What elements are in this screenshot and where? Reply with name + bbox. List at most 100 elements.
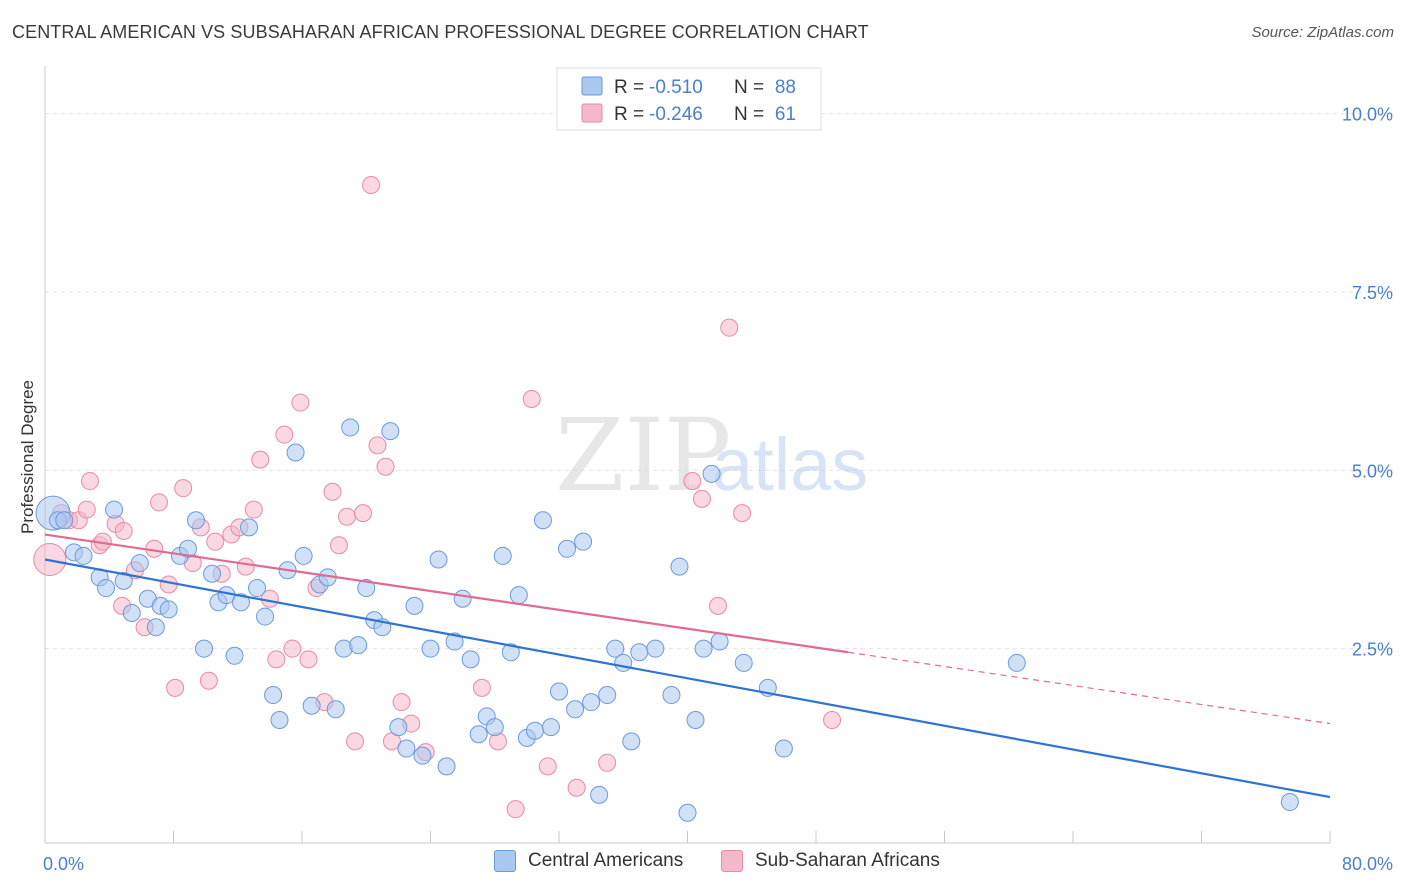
data-point-sub-saharan-africans [150,493,169,512]
data-point-sub-saharan-africans [392,693,411,712]
data-point-central-americans [702,464,721,483]
bottom-legend: Central Americans Sub-Saharan Africans [0,850,1406,880]
data-point-central-americans [582,693,601,712]
legend-swatch-blue [581,76,603,96]
data-point-central-americans [294,546,313,565]
data-point-central-americans [509,586,528,605]
data-point-central-americans [445,632,464,651]
data-point-central-americans [178,539,197,558]
data-point-sub-saharan-africans [337,507,356,526]
data-point-central-americans [357,579,376,598]
data-point-sub-saharan-africans [354,504,373,523]
data-point-sub-saharan-africans [823,711,842,729]
data-point-sub-saharan-africans [376,457,395,476]
legend-item-sub-saharan-africans[interactable]: Sub-Saharan Africans [721,850,940,872]
data-point-central-americans [421,639,440,658]
data-point-central-americans [195,639,214,658]
data-point-sub-saharan-africans [251,450,270,469]
data-point-sub-saharan-africans [166,678,185,697]
data-point-central-americans [130,554,149,573]
data-point-central-americans [105,500,124,519]
data-point-central-americans [606,639,625,658]
data-point-sub-saharan-africans [114,521,133,540]
data-point-central-americans [231,593,250,612]
data-point-sub-saharan-africans [522,390,541,408]
data-point-sub-saharan-africans [206,532,225,551]
data-point-central-americans [493,546,512,565]
data-point-central-americans [302,696,321,715]
data-point-sub-saharan-africans [506,800,525,819]
data-point-central-americans [55,511,74,530]
data-point-central-americans [630,643,649,662]
legend-swatch-pink [581,103,603,123]
watermark-atlas: atlas [712,423,868,506]
data-point-central-americans [437,757,456,776]
data-point-central-americans [186,511,205,530]
data-point-central-americans [614,653,633,672]
data-point-sub-saharan-africans [174,479,193,498]
data-point-central-americans [774,739,793,758]
y-tick-label: 5.0% [1352,461,1393,481]
data-point-central-americans [159,600,178,619]
data-point-central-americans [326,700,345,719]
legend-box: R = -0.510 N = 88 R = -0.246 N = 61 [556,67,822,131]
data-point-sub-saharan-africans [368,436,387,455]
y-axis-label: Professional Degree [18,380,37,534]
data-point-central-americans [574,532,593,551]
data-point-central-americans [1280,793,1299,812]
data-point-central-americans [566,700,585,719]
data-point-sub-saharan-africans [291,393,310,412]
data-point-central-americans [598,686,617,705]
data-point-sub-saharan-africans [346,732,365,751]
data-point-central-americans [485,718,504,737]
data-point-sub-saharan-africans [733,504,752,523]
data-point-sub-saharan-africans [598,753,617,772]
data-point-central-americans [670,557,689,576]
data-point-central-americans [397,739,416,758]
legend-r-value: -0.246 [649,104,703,125]
data-point-central-americans [710,632,729,651]
data-point-central-americans [469,725,488,744]
data-point-central-americans [74,546,93,565]
data-point-sub-saharan-africans [244,500,263,519]
legend-item-central-americans[interactable]: Central Americans [494,850,683,872]
data-point-sub-saharan-africans [77,500,96,519]
data-point-central-americans [694,639,713,658]
data-point-sub-saharan-africans [199,671,218,690]
chart-title: CENTRAL AMERICAN VS SUBSAHARAN AFRICAN P… [12,22,869,42]
data-point-central-americans [413,746,432,765]
data-point-central-americans [533,511,552,530]
legend-label: Sub-Saharan Africans [755,850,940,871]
data-point-central-americans [541,718,560,737]
data-point-central-americans [590,785,609,804]
axes [44,66,1331,844]
data-point-central-americans [525,721,544,740]
series-central-americans [35,418,1299,822]
data-point-sub-saharan-africans [692,489,711,508]
legend-n-label: N = [734,77,764,98]
data-point-central-americans [203,564,222,583]
data-point-central-americans [146,618,165,637]
data-point-central-americans [341,418,360,437]
data-point-central-americans [550,682,568,701]
legend-r-value: -0.510 [649,77,703,98]
data-point-sub-saharan-africans [362,176,381,194]
watermark: ZIP atlas [555,397,868,514]
legend-r-label: R = [614,104,644,125]
trend-line-sub-saharan-africans [44,533,849,654]
data-point-sub-saharan-africans [472,678,491,697]
y-tick-label: 7.5% [1352,283,1393,303]
data-point-central-americans [662,686,681,705]
data-point-central-americans [622,732,641,751]
source-credit: Source: ZipAtlas.com [1251,24,1394,41]
data-point-sub-saharan-africans [275,425,294,444]
data-point-central-americans [405,596,424,615]
trend-lines [44,533,1331,799]
x-tick-label: 80.0% [1342,854,1393,874]
y-tick-label: 2.5% [1352,640,1393,660]
data-point-sub-saharan-africans [538,757,557,776]
legend-n-value: 88 [775,77,796,98]
data-point-sub-saharan-africans [299,650,318,669]
data-point-central-americans [270,711,289,729]
